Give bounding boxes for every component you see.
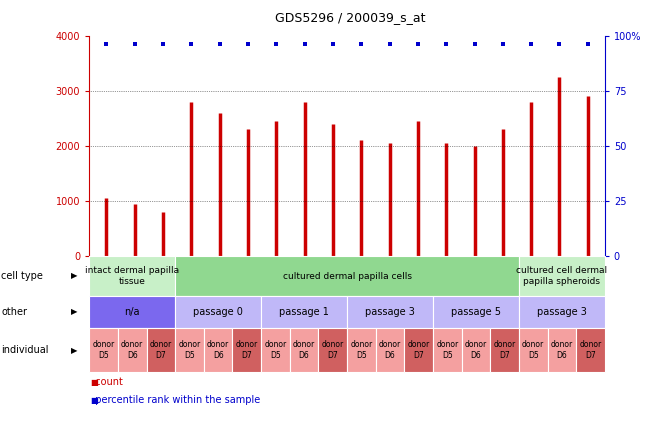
Text: passage 3: passage 3 [537,307,587,317]
Text: passage 3: passage 3 [365,307,415,317]
Text: cell type: cell type [1,271,43,281]
Text: donor
D6: donor D6 [121,341,143,360]
Text: ▶: ▶ [71,272,78,280]
Text: donor
D7: donor D7 [408,341,430,360]
Text: donor
D5: donor D5 [264,341,286,360]
Text: passage 5: passage 5 [451,307,501,317]
Text: ▶: ▶ [71,308,78,316]
Text: donor
D7: donor D7 [580,341,602,360]
Text: donor
D6: donor D6 [465,341,487,360]
Text: individual: individual [1,345,49,355]
Text: passage 0: passage 0 [193,307,243,317]
Text: count: count [89,377,123,387]
Text: donor
D5: donor D5 [436,341,458,360]
Text: ▶: ▶ [71,346,78,354]
Text: donor
D7: donor D7 [236,341,258,360]
Text: cultured dermal papilla cells: cultured dermal papilla cells [282,272,412,280]
Text: donor
D5: donor D5 [522,341,544,360]
Text: passage 1: passage 1 [279,307,329,317]
Text: donor
D7: donor D7 [494,341,516,360]
Text: donor
D5: donor D5 [178,341,200,360]
Text: n/a: n/a [124,307,140,317]
Text: donor
D5: donor D5 [93,341,114,360]
Text: ■: ■ [91,378,98,387]
Text: other: other [1,307,27,317]
Text: intact dermal papilla
tissue: intact dermal papilla tissue [85,266,179,286]
Text: donor
D6: donor D6 [293,341,315,360]
Text: ■: ■ [91,396,98,404]
Text: donor
D7: donor D7 [150,341,172,360]
Text: donor
D6: donor D6 [551,341,573,360]
Text: percentile rank within the sample: percentile rank within the sample [89,395,260,405]
Text: donor
D6: donor D6 [379,341,401,360]
Text: GDS5296 / 200039_s_at: GDS5296 / 200039_s_at [275,11,426,24]
Text: donor
D5: donor D5 [350,341,372,360]
Text: cultured cell dermal
papilla spheroids: cultured cell dermal papilla spheroids [516,266,607,286]
Text: donor
D7: donor D7 [322,341,344,360]
Text: donor
D6: donor D6 [207,341,229,360]
